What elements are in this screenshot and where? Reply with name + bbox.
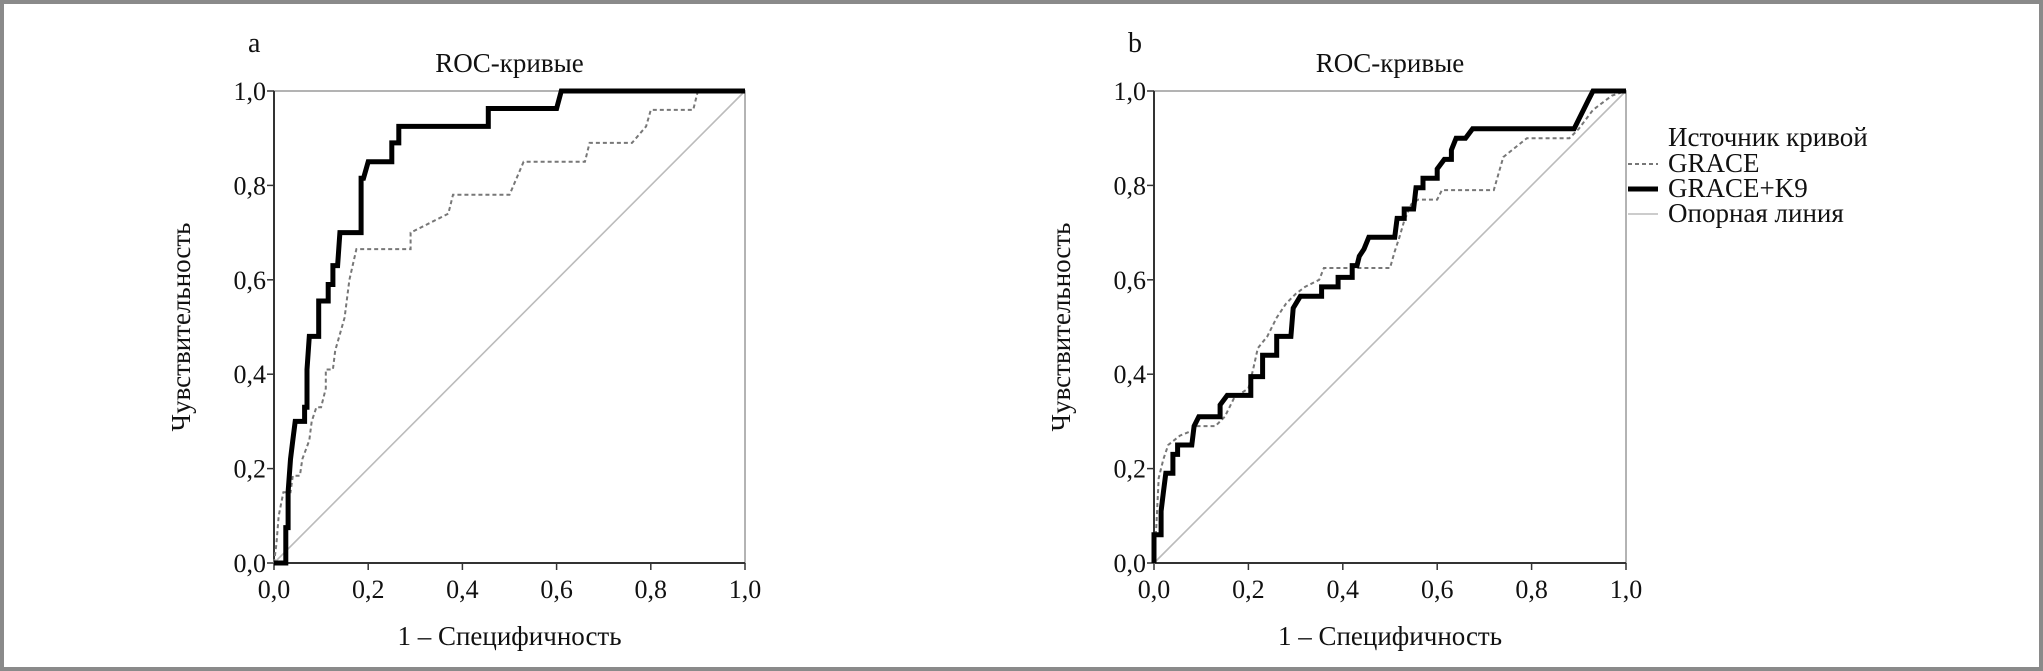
series-line-grace-k9	[274, 88, 745, 566]
x-axis-label: 1 – Специфичность	[1278, 621, 1502, 651]
y-tick-label: 0,6	[234, 266, 267, 295]
y-axis-label: Чувствительность	[1046, 223, 1076, 432]
x-tick-label: 0,0	[258, 575, 291, 604]
legend-item-label: Опорная линия	[1668, 198, 1844, 228]
y-axis-label: Чувствительность	[166, 223, 196, 432]
y-tick-label: 0,8	[1114, 171, 1147, 200]
y-tick-label: 0,0	[234, 549, 267, 578]
x-tick-label: 0,6	[540, 575, 573, 604]
x-tick-label: 0,6	[1421, 575, 1454, 604]
x-tick-label: 1,0	[1610, 575, 1643, 604]
panel-label: a	[248, 28, 261, 59]
y-tick-label: 0,6	[1114, 266, 1147, 295]
series-line-опорная-линия	[273, 90, 746, 564]
legend-item-label: GRACE	[1668, 148, 1760, 178]
x-tick-label: 1,0	[729, 575, 762, 604]
y-tick-label: 0,8	[234, 171, 267, 200]
series-line-grace-k9	[1151, 88, 1626, 563]
legend-title: Источник кривой	[1668, 122, 1868, 152]
panel-label: b	[1128, 28, 1142, 59]
x-tick-label: 0,8	[635, 575, 668, 604]
x-tick-label: 0,2	[1232, 575, 1265, 604]
y-tick-label: 0,4	[1114, 360, 1147, 389]
y-tick-label: 1,0	[1114, 77, 1147, 106]
series-line-grace	[273, 90, 745, 564]
y-tick-label: 0,2	[1114, 455, 1147, 484]
y-tick-label: 0,0	[1114, 549, 1147, 578]
x-tick-label: 0,4	[1327, 575, 1360, 604]
chart-title: ROC-кривые	[1316, 48, 1464, 78]
chart-panel-a: a ROC-кривые 0,0 0,2 0,4 0,6 0,8 1,0 0,0 0,2 0,4 0,…	[166, 28, 761, 651]
y-tick-label: 0,4	[234, 360, 267, 389]
x-tick-label: 0,4	[446, 575, 479, 604]
x-axis-label: 1 – Специфичность	[397, 621, 621, 651]
legend-item-label: GRACE+K9	[1668, 173, 1808, 203]
x-tick-label: 0,0	[1138, 575, 1171, 604]
y-tick-label: 0,2	[234, 455, 267, 484]
chart-title: ROC-кривые	[435, 48, 583, 78]
x-tick-label: 0,2	[352, 575, 385, 604]
series-line-опорная-линия	[1153, 90, 1627, 564]
chart-panel-b: b ROC-кривые 0,0 0,2 0,4 0,6 0,8 1,0 0,0 0,2 0,4 0,…	[1046, 28, 1868, 651]
y-tick-label: 1,0	[234, 77, 267, 106]
x-tick-label: 0,8	[1515, 575, 1548, 604]
